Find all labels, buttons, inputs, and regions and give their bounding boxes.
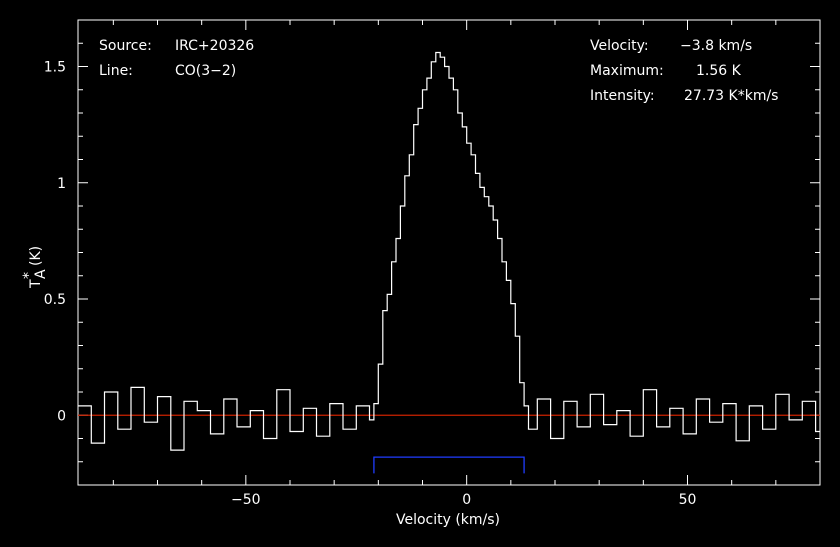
source-label: Source: [99,38,152,54]
line-value: CO(3−2) [175,63,236,79]
y-tick-label: 1.5 [44,60,66,76]
y-tick-label: 0 [57,408,66,424]
velocity-value: −3.8 km/s [680,38,752,54]
x-tick-label: 50 [679,492,697,508]
velocity-label: Velocity: [590,38,649,54]
maximum-value: 1.56 K [696,63,742,79]
y-axis-label-unit: (K) [28,246,44,266]
y-axis-label-sup: * [21,272,37,279]
y-tick-label: 0.5 [44,292,66,308]
x-axis-label: Velocity (km/s) [396,512,500,528]
y-axis-label-sub: A [33,269,49,279]
axis-ticks [78,19,821,486]
x-tick-label: −50 [231,492,261,508]
integration-window-bracket [373,456,525,474]
y-axis-label-main: T [28,279,44,289]
tick-labels: −50 0 50 0 0.5 1 1.5 [44,60,697,509]
intensity-label: Intensity: [590,88,655,104]
x-tick-label: 0 [462,492,471,508]
source-value: IRC+20326 [175,38,254,54]
maximum-label: Maximum: [590,63,664,79]
line-label: Line: [99,63,133,79]
y-axis-label: T * A (K) [21,246,49,289]
intensity-value: 27.73 K*km/s [684,88,778,104]
spectrum-series-line [78,51,820,451]
y-tick-label: 1 [57,176,66,192]
